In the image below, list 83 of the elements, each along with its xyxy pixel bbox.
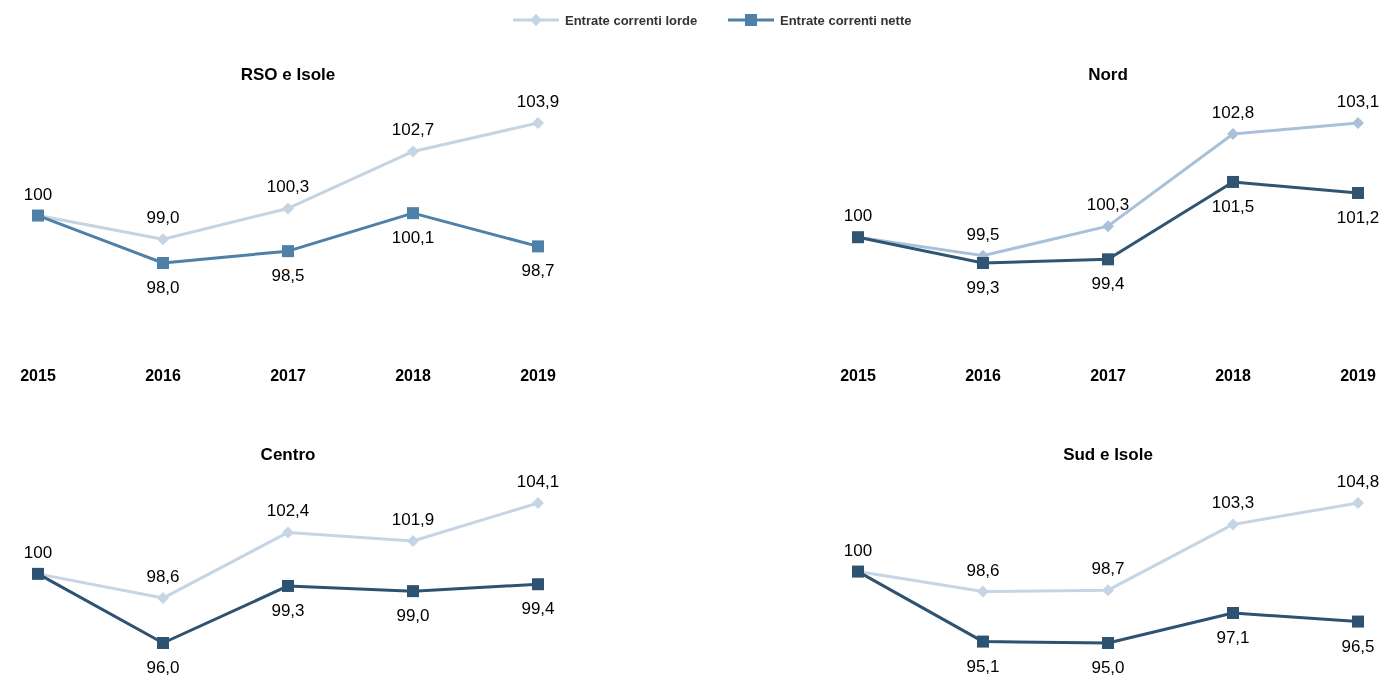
chart-title: RSO e Isole <box>240 65 336 84</box>
data-label: 98,0 <box>146 278 180 297</box>
x-tick-label: 2015 <box>20 367 56 384</box>
legend-label: Entrate correnti lorde <box>565 13 698 28</box>
point <box>1352 497 1364 509</box>
data-label: 103,1 <box>1336 92 1380 111</box>
point <box>282 579 294 592</box>
x-tick-label: 2015 <box>840 367 876 384</box>
legend-label: Entrate correnti nette <box>780 13 912 28</box>
point <box>977 257 989 269</box>
data-label: 100 <box>23 184 53 204</box>
x-tick-label: 2016 <box>965 367 1001 384</box>
data-label: 100 <box>843 206 873 226</box>
data-label: 99,0 <box>146 208 180 228</box>
data-label: 100,3 <box>1086 195 1130 215</box>
data-label: 99,5 <box>966 224 1000 244</box>
point <box>282 245 294 258</box>
data-label: 104,8 <box>1336 472 1380 491</box>
data-label: 98,7 <box>521 261 555 281</box>
x-tick-label: 2019 <box>1340 367 1376 384</box>
point <box>1227 128 1239 141</box>
data-label: 97,1 <box>1216 628 1250 647</box>
point <box>157 233 169 246</box>
point <box>532 578 544 591</box>
data-label: 103,9 <box>516 92 560 111</box>
point <box>532 117 544 129</box>
data-label: 100,1 <box>391 228 435 248</box>
data-label: 98,5 <box>271 266 305 286</box>
point <box>1102 584 1114 597</box>
chart-title: Centro <box>260 445 316 464</box>
point <box>977 585 989 598</box>
point <box>407 585 419 598</box>
point <box>1352 615 1364 628</box>
data-label: 100,3 <box>266 177 310 197</box>
point <box>157 257 169 269</box>
point <box>1102 253 1114 266</box>
point <box>282 526 294 539</box>
data-label: 99,3 <box>271 600 305 620</box>
data-label: 100 <box>23 542 53 562</box>
data-label: 99,3 <box>966 278 1000 297</box>
point <box>407 145 419 158</box>
data-label: 96,5 <box>1341 636 1375 656</box>
data-label: 98,6 <box>146 567 180 587</box>
data-label: 104,1 <box>516 472 560 491</box>
point <box>532 497 544 509</box>
point <box>1227 607 1239 619</box>
point <box>532 240 544 253</box>
point <box>1227 175 1239 188</box>
chart-title: Sud e Isole <box>1063 445 1153 464</box>
chart-title: Nord <box>1088 65 1128 84</box>
x-tick-label: 2018 <box>395 367 431 384</box>
data-label: 100 <box>843 540 873 560</box>
data-label: 95,1 <box>966 656 1000 676</box>
x-tick-label: 2019 <box>520 367 556 384</box>
data-label: 99,0 <box>396 606 430 626</box>
x-tick-label: 2016 <box>145 367 181 384</box>
x-tick-label: 2018 <box>1215 367 1251 384</box>
data-label: 101,9 <box>391 510 435 530</box>
data-label: 102,8 <box>1211 103 1255 123</box>
x-tick-label: 2017 <box>1090 367 1126 384</box>
point <box>157 637 169 649</box>
data-label: 99,4 <box>521 599 555 619</box>
point <box>407 535 419 548</box>
point <box>1227 518 1239 531</box>
point <box>157 592 169 605</box>
point <box>1102 220 1114 233</box>
data-label: 98,6 <box>966 560 1000 580</box>
point <box>977 635 989 648</box>
data-label: 102,4 <box>266 501 310 521</box>
data-label: 103,3 <box>1211 493 1255 513</box>
data-label: 101,2 <box>1336 208 1380 227</box>
data-label: 99,4 <box>1091 274 1125 294</box>
x-tick-label: 2017 <box>270 367 306 384</box>
data-label: 102,7 <box>391 120 435 140</box>
point <box>1352 117 1364 129</box>
data-label: 98,7 <box>1091 559 1125 579</box>
data-label: 101,5 <box>1211 196 1255 216</box>
data-label: 95,0 <box>1091 658 1125 677</box>
data-label: 96,0 <box>146 658 180 677</box>
point <box>1102 637 1114 649</box>
point <box>407 207 419 220</box>
point <box>282 202 294 215</box>
point <box>1352 187 1364 199</box>
